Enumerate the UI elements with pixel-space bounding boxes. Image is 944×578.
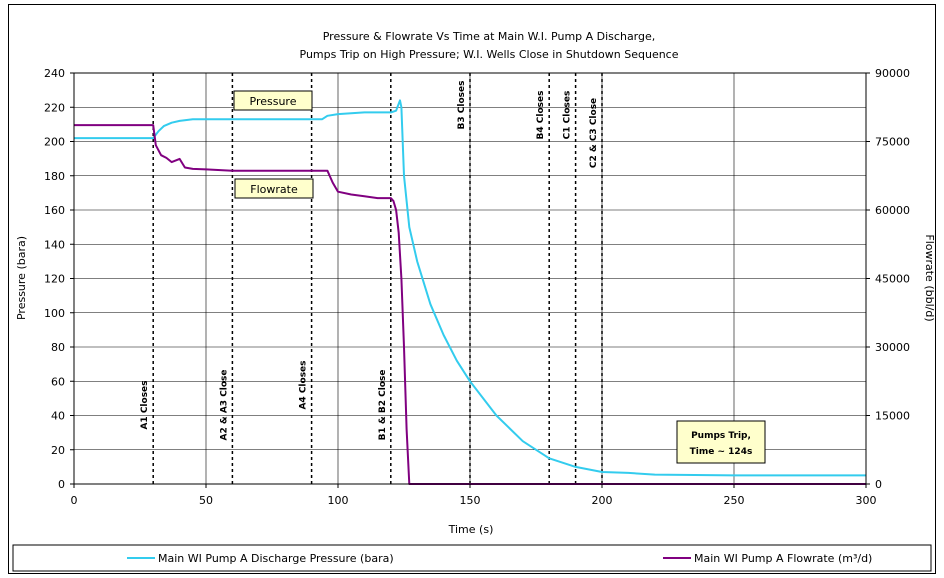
event-label-1: A2 & A3 Close xyxy=(219,369,229,440)
ytick-label-11: 220 xyxy=(44,101,65,114)
pressure-label: Pressure xyxy=(250,95,297,108)
legend: Main WI Pump A Discharge Pressure (bara)… xyxy=(12,544,932,572)
event-label-4: B3 Closes xyxy=(457,81,467,130)
event-label-3: B1 & B2 Close xyxy=(378,370,388,441)
flowrate-label: Flowrate xyxy=(250,183,298,196)
xtick-label-3: 150 xyxy=(460,494,481,507)
series-lines xyxy=(74,99,866,485)
xtick-label-0: 0 xyxy=(71,494,78,507)
series-line-0 xyxy=(74,99,866,477)
chart-frame: A1 Closes A2 & A3 Close A4 Closes B1 & B2 C… xyxy=(8,4,936,574)
series-line-1 xyxy=(74,124,866,485)
legend-label-pressure: Main WI Pump A Discharge Pressure (bara) xyxy=(158,552,394,565)
event-label-2: A4 Closes xyxy=(299,360,309,409)
y2-axis-label: Flowrate (bbl/d) xyxy=(923,234,936,321)
chart-title-line-1: Pressure & Flowrate Vs Time at Main W.I.… xyxy=(323,30,656,43)
ytick-label-2: 40 xyxy=(51,410,65,423)
xtick-label-4: 200 xyxy=(592,494,613,507)
y-axis-label: Pressure (bara) xyxy=(15,236,28,320)
xtick-label-2: 100 xyxy=(328,494,349,507)
legend-label-flowrate: Main WI Pump A Flowrate (m³/d) xyxy=(694,552,872,565)
ytick-label-1: 20 xyxy=(51,444,65,457)
y2tick-label-1: 15000 xyxy=(875,410,910,423)
x-axis-label: Time (s) xyxy=(448,523,494,536)
pumps-trip-annotation: Pumps Trip, Time ~ 124s xyxy=(676,420,766,464)
ytick-label-5: 100 xyxy=(44,307,65,320)
ytick-label-4: 80 xyxy=(51,341,65,354)
pressure-label-box: Pressure xyxy=(233,90,313,111)
y2tick-label-6: 90000 xyxy=(875,67,910,80)
annotation-line-1: Pumps Trip, xyxy=(691,431,751,441)
event-label-5: B4 Closes xyxy=(536,91,546,140)
y2tick-label-3: 45000 xyxy=(875,273,910,286)
ytick-label-3: 60 xyxy=(51,375,65,388)
event-label-6: C1 Closes xyxy=(563,91,573,140)
xtick-label-1: 50 xyxy=(199,494,213,507)
axis-ticks: 0 20 40 60 80 100 120 140 160 180 200 220 240 0 50 100 1… xyxy=(44,67,910,507)
ytick-label-7: 140 xyxy=(44,238,65,251)
chart-svg: A1 Closes A2 & A3 Close A4 Closes B1 & B2 C… xyxy=(12,30,936,572)
y2tick-label-0: 0 xyxy=(875,478,882,491)
event-label-0: A1 Closes xyxy=(140,380,150,429)
xtick-label-5: 250 xyxy=(724,494,745,507)
ytick-label-10: 200 xyxy=(44,136,65,149)
y2tick-label-2: 30000 xyxy=(875,341,910,354)
chart-title-line-2: Pumps Trip on High Pressure; W.I. Wells … xyxy=(300,48,679,61)
y2tick-label-4: 60000 xyxy=(875,204,910,217)
ytick-label-9: 180 xyxy=(44,170,65,183)
xtick-label-6: 300 xyxy=(856,494,877,507)
event-label-7: C2 & C3 Close xyxy=(589,98,599,168)
ytick-label-0: 0 xyxy=(58,478,65,491)
event-lines: A1 Closes A2 & A3 Close A4 Closes B1 & B2 C… xyxy=(140,73,603,484)
ytick-label-12: 240 xyxy=(44,67,65,80)
ytick-label-6: 120 xyxy=(44,273,65,286)
flowrate-label-box: Flowrate xyxy=(234,178,314,199)
annotation-line-2: Time ~ 124s xyxy=(690,447,753,457)
y2tick-label-5: 75000 xyxy=(875,136,910,149)
ytick-label-8: 160 xyxy=(44,204,65,217)
